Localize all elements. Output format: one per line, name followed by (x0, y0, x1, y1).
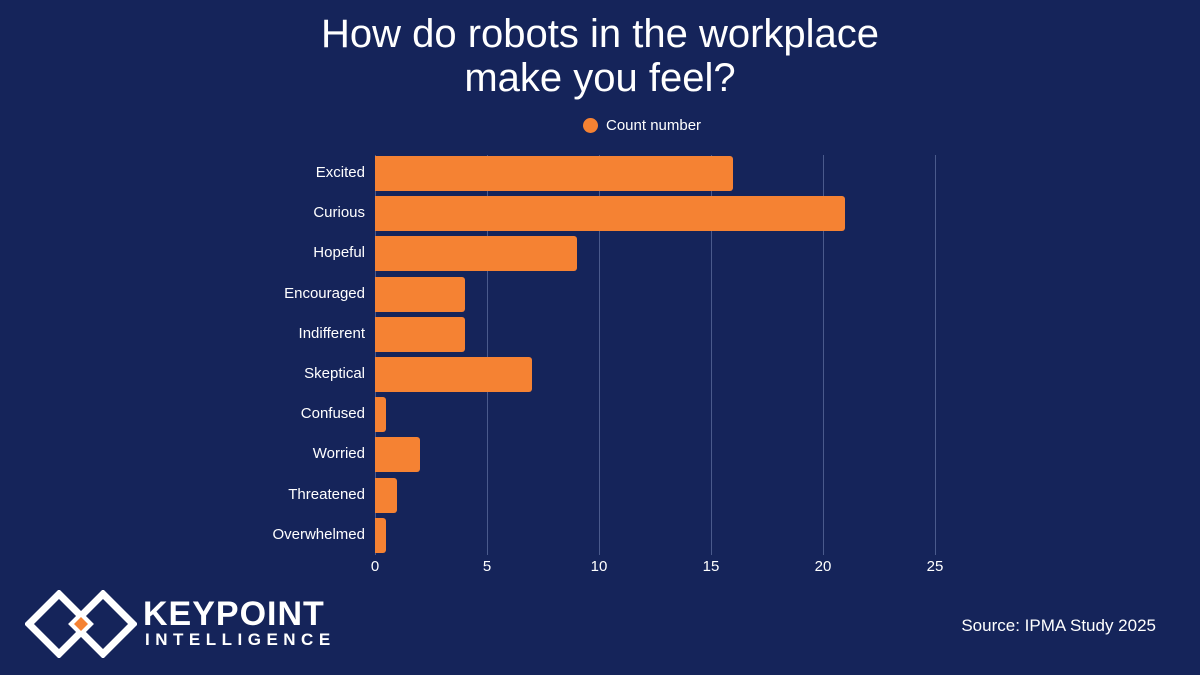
category-label: Hopeful (313, 244, 365, 262)
gridline (711, 155, 712, 555)
category-label: Indifferent (298, 324, 365, 342)
title-line-1: How do robots in the workplace (320, 12, 880, 56)
chart-title: How do robots in the workplace make you … (0, 12, 1200, 100)
x-tick-label: 25 (926, 558, 944, 575)
category-label: Overwhelmed (272, 525, 365, 543)
gridline (823, 155, 824, 555)
bar-confused (375, 397, 387, 433)
category-label: Encouraged (284, 284, 365, 302)
bar-overwhelmed (375, 517, 387, 553)
x-tick-label: 5 (482, 558, 492, 575)
brand-name: KEYPOINT (143, 595, 325, 633)
bar-hopeful (375, 236, 577, 272)
legend-label: Count number (606, 117, 702, 134)
axis-line (375, 155, 376, 555)
gridline (599, 155, 600, 555)
bar-threatened (375, 477, 398, 513)
category-label: Skeptical (304, 365, 365, 382)
x-tick-label: 15 (702, 558, 720, 575)
legend-dot-icon (583, 118, 598, 133)
category-label: Threatened (288, 485, 365, 503)
source-note: Source: IPMA Study 2025 (961, 616, 1156, 635)
category-label: Excited (315, 164, 365, 181)
bar-skeptical (375, 357, 532, 392)
plot-area (375, 155, 936, 555)
brand-subtitle: INTELLIGENCE (145, 630, 336, 649)
bar-indifferent (375, 316, 465, 352)
title-line-2: make you feel? (464, 56, 736, 100)
x-tick-label: 0 (370, 558, 380, 575)
bar-curious (375, 196, 846, 232)
category-label: Worried (312, 445, 365, 463)
gridline (935, 155, 936, 555)
bar-excited (375, 156, 734, 191)
x-tick-label: 10 (590, 558, 608, 575)
bar-encouraged (375, 276, 465, 312)
category-label: Curious (313, 204, 365, 222)
gridline (487, 155, 488, 555)
x-tick-label: 20 (814, 558, 832, 575)
bar-worried (375, 437, 420, 473)
keypoint-logo-icon (25, 590, 137, 658)
category-label: Confused (300, 405, 365, 423)
legend: Count number (583, 117, 701, 134)
